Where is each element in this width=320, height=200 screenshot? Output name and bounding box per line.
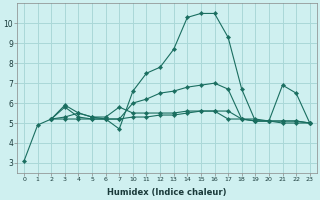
X-axis label: Humidex (Indice chaleur): Humidex (Indice chaleur) (107, 188, 227, 197)
